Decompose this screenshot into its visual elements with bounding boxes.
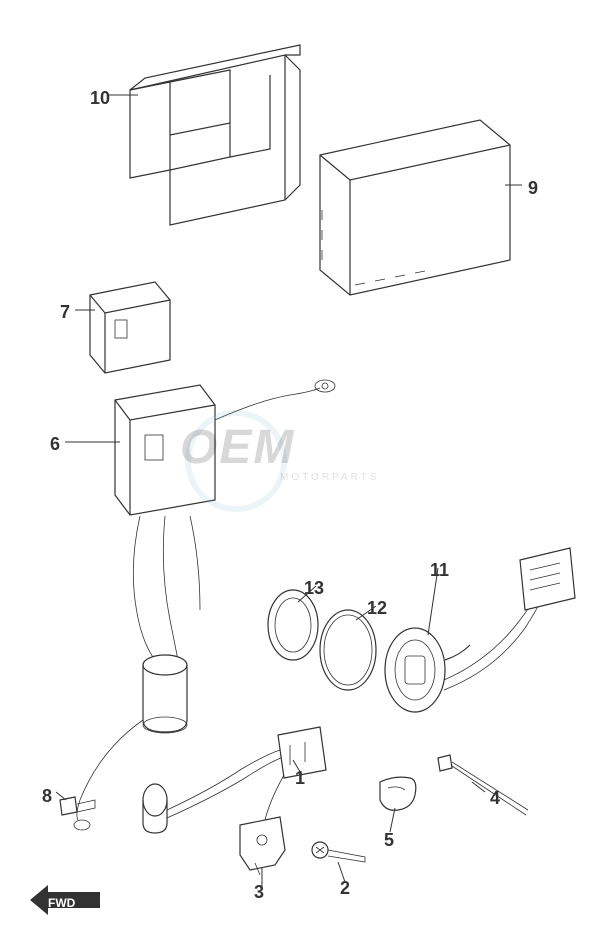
- part-2: [312, 842, 365, 882]
- callout-13: 13: [304, 578, 324, 599]
- part-10: [108, 45, 300, 225]
- callout-1: 1: [295, 768, 305, 789]
- part-3: [240, 817, 285, 887]
- callout-4: 4: [490, 788, 500, 809]
- callout-7: 7: [60, 302, 70, 323]
- part-9: [320, 120, 522, 295]
- part-4: [438, 755, 528, 815]
- exploded-view-svg: [0, 0, 601, 950]
- callout-10: 10: [90, 88, 110, 109]
- part-5: [380, 777, 416, 832]
- callout-6: 6: [50, 434, 60, 455]
- callout-11: 11: [430, 560, 449, 581]
- parts-diagram-container: { "diagram": { "type": "exploded-parts-d…: [0, 0, 601, 950]
- callout-9: 9: [528, 178, 538, 199]
- fwd-label: FWD: [48, 896, 75, 910]
- callout-5: 5: [384, 830, 394, 851]
- callout-12: 12: [367, 598, 387, 619]
- part-7: [75, 282, 170, 373]
- callout-8: 8: [42, 786, 52, 807]
- part-8: [56, 792, 95, 815]
- part-11-12-13-assembly: [268, 548, 575, 712]
- callout-3: 3: [254, 882, 264, 903]
- callout-2: 2: [340, 878, 350, 899]
